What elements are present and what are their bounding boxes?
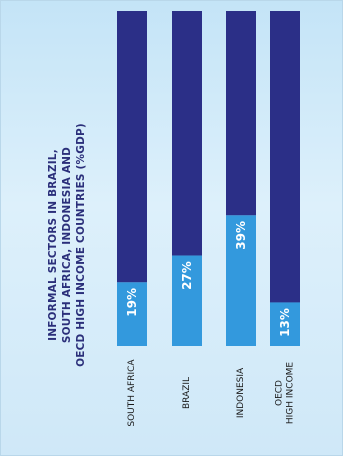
bar-remainder-indonesia xyxy=(226,11,256,216)
value-label-brazil: 27% xyxy=(180,261,194,290)
category-label-line: SOUTH AFRICA xyxy=(127,359,137,427)
category-label-line: HIGH INCOME xyxy=(286,362,296,425)
bar-remainder-south-africa xyxy=(117,11,147,283)
category-label-oecd-high-income: OECD HIGH INCOME xyxy=(275,362,296,425)
category-label-brazil: BRAZIL xyxy=(182,377,192,409)
value-label-south-africa: 19% xyxy=(125,288,139,317)
category-label-indonesia: INDONESIA xyxy=(236,367,246,418)
value-label-indonesia: 39% xyxy=(234,221,248,250)
bar-value-indonesia xyxy=(226,215,256,346)
bar-value-brazil xyxy=(172,255,202,346)
bar-remainder-brazil xyxy=(172,11,202,256)
bar-value-oecd-high-income xyxy=(270,302,300,346)
bar-value-south-africa xyxy=(117,282,147,346)
category-label-line: BRAZIL xyxy=(182,377,192,409)
category-label-south-africa: SOUTH AFRICA xyxy=(127,359,137,427)
category-label-line: OECD xyxy=(275,380,285,406)
bar-remainder-oecd-high-income xyxy=(270,11,300,303)
category-label-line: INDONESIA xyxy=(236,367,246,418)
value-label-oecd-high-income: 13% xyxy=(278,308,292,337)
